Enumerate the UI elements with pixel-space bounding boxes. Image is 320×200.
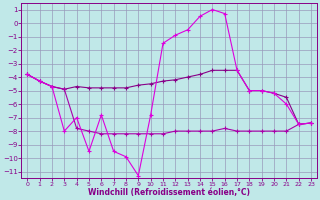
X-axis label: Windchill (Refroidissement éolien,°C): Windchill (Refroidissement éolien,°C): [88, 188, 250, 197]
